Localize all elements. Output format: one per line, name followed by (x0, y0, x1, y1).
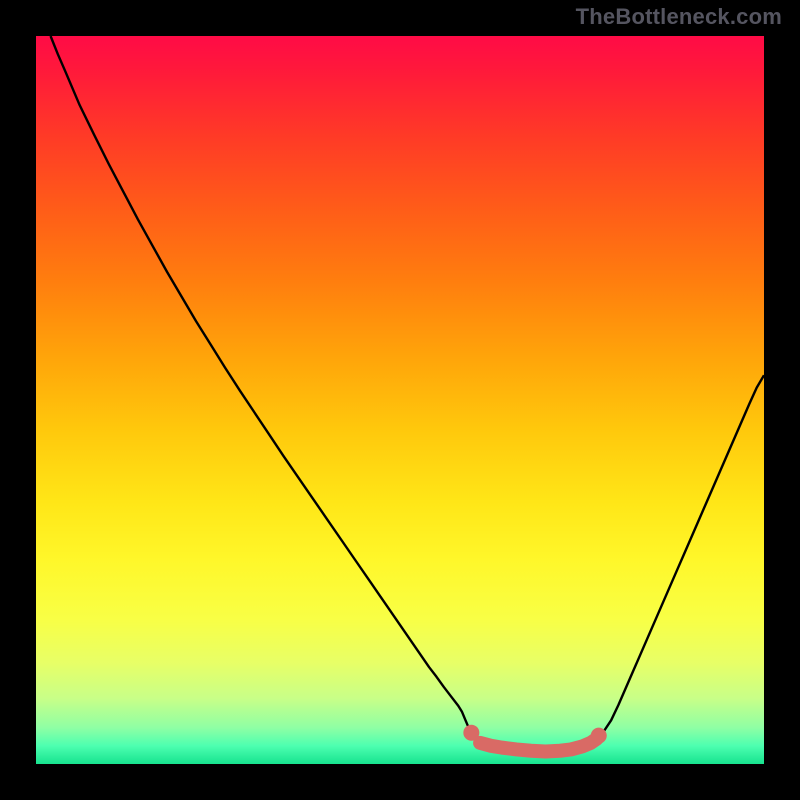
bottleneck-curve-chart (0, 0, 800, 800)
figure-root: TheBottleneck.com (0, 0, 800, 800)
highlight-end-dot (591, 728, 607, 744)
highlight-start-dot (463, 725, 479, 741)
plot-gradient-background (36, 36, 764, 764)
watermark-text: TheBottleneck.com (576, 4, 782, 30)
